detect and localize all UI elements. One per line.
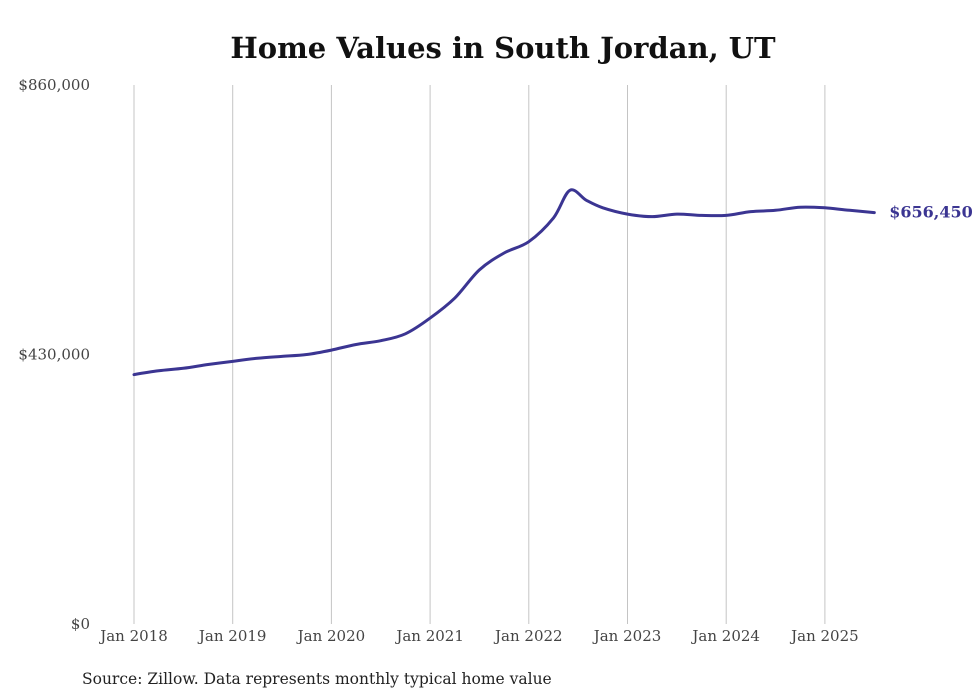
source-note: Source: Zillow. Data represents monthly …: [82, 670, 552, 688]
x-tick-label: Jan 2019: [197, 627, 267, 645]
x-axis-ticks: Jan 2018 Jan 2019 Jan 2020 Jan 2021 Jan 2022…: [98, 627, 858, 645]
x-tick-label: Jan 2024: [690, 627, 760, 645]
x-tick-label: Jan 2021: [394, 627, 464, 645]
y-tick-label: $860,000: [18, 76, 90, 94]
vertical-gridlines: [133, 85, 826, 624]
x-tick-label: Jan 2022: [493, 627, 563, 645]
series-group: $656,450: [132, 188, 973, 377]
x-tick-label: Jan 2020: [296, 627, 366, 645]
x-tick-label: Jan 2023: [592, 627, 662, 645]
chart-title: Home Values in South Jordan, UT: [230, 31, 776, 65]
y-axis-ticks: $0 $430,000 $860,000: [18, 76, 90, 633]
x-tick-label: Jan 2018: [98, 627, 168, 645]
y-tick-label: $430,000: [18, 346, 90, 364]
series-line-0: [132, 188, 876, 377]
y-tick-label: $0: [71, 615, 90, 633]
x-tick-label: Jan 2025: [789, 627, 859, 645]
end-value-label: $656,450: [889, 203, 973, 222]
